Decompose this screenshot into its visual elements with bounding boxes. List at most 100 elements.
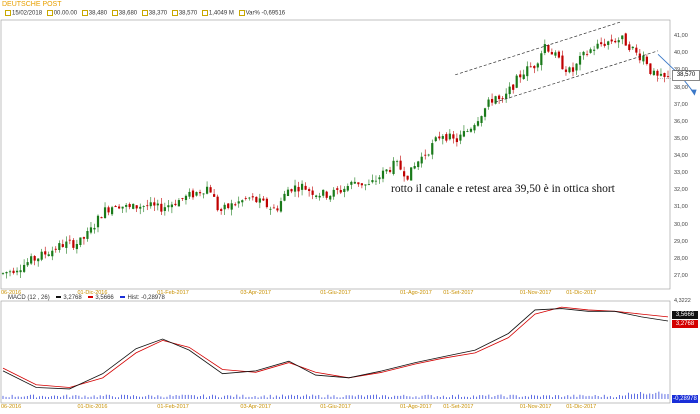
candle-body: [455, 138, 458, 143]
candle-body: [30, 256, 33, 264]
candle-body: [248, 197, 251, 199]
candle-body: [494, 96, 497, 104]
candle-body: [642, 55, 645, 62]
candle-body: [431, 143, 434, 155]
y-tick-label: 27,00: [674, 273, 688, 279]
candle-body: [480, 116, 483, 123]
candle-body: [283, 193, 286, 201]
candle-body: [392, 160, 395, 175]
candle-body: [476, 121, 480, 126]
x-tick-label: 01-Nov-2017: [519, 290, 552, 296]
candle-body: [508, 86, 511, 95]
candle-body: [445, 134, 448, 141]
signal-swatch: [88, 296, 94, 299]
candle-body: [293, 185, 297, 192]
candle-body: [395, 161, 399, 163]
macd-value: 3,2768: [63, 295, 82, 301]
candle-body: [170, 204, 173, 208]
candle-body: [512, 84, 515, 90]
candle-body: [621, 35, 624, 40]
x-tick-label: 03-Apr-2017: [240, 404, 271, 410]
candle-body: [110, 207, 114, 215]
info-close: 38,570: [178, 10, 198, 17]
candle-body: [174, 203, 177, 206]
candle-body: [526, 66, 529, 77]
candle-body: [198, 192, 202, 194]
candle-body: [652, 70, 656, 75]
x-tick-label: 03-Apr-2017: [240, 290, 271, 296]
candle-body: [473, 125, 476, 131]
candle-body: [459, 134, 462, 141]
candle-body: [209, 187, 212, 193]
candle-body: [146, 205, 149, 207]
candle-body: [582, 51, 585, 56]
candles: [1, 32, 670, 279]
arrow-head-icon: [690, 89, 697, 96]
candle-body: [297, 186, 300, 192]
candle-body: [107, 207, 110, 213]
candle-body: [75, 244, 78, 250]
info-time: 00.00.00: [53, 10, 78, 17]
candle-body: [441, 136, 444, 139]
candle-body: [568, 67, 571, 73]
candle-body: [593, 49, 596, 51]
y-tick-label: 33,00: [674, 170, 688, 177]
candle-body: [561, 55, 564, 70]
candle-body: [438, 136, 441, 139]
candle-body: [585, 53, 589, 55]
candle-body: [86, 231, 89, 239]
candle-body: [318, 195, 321, 198]
candle-body: [26, 262, 29, 266]
x-tick-label: 01-Ago-2017: [400, 404, 432, 410]
candle-body: [501, 98, 504, 99]
chart-title: DEUTSCHE POST: [2, 1, 62, 8]
candle-body: [498, 95, 501, 100]
candle-body: [139, 206, 142, 209]
candle-body: [575, 63, 578, 71]
x-tick-label: 06-2016: [1, 290, 22, 296]
info-high: 38,680: [118, 10, 138, 17]
y-tick-label: 38,00: [674, 84, 688, 91]
candle-body: [656, 70, 659, 76]
candle-body: [276, 208, 279, 211]
candle-body: [343, 188, 346, 193]
candle-body: [167, 205, 170, 208]
candle-body: [417, 161, 420, 168]
candle-body: [388, 170, 392, 172]
candle-body: [213, 194, 216, 197]
candle-body: [589, 49, 592, 53]
trend-channel: [455, 21, 697, 103]
candle-body: [286, 189, 290, 197]
candle-body: [191, 190, 195, 198]
candle-body: [44, 251, 47, 255]
candle-body: [469, 128, 473, 132]
x-tick-label: 01-Dic-2017: [566, 290, 597, 296]
candle-body: [434, 137, 437, 142]
candle-body: [547, 44, 550, 52]
candle-body: [462, 131, 466, 137]
candle-body: [357, 182, 360, 185]
candle-body: [329, 195, 332, 200]
candle-body: [40, 251, 43, 260]
candle-body: [220, 209, 223, 211]
candle-body: [202, 193, 205, 195]
square-icon: [111, 10, 118, 16]
candle-body: [114, 206, 117, 208]
candle-body: [367, 184, 371, 185]
candle-body: [269, 208, 272, 210]
channel-lower-line: [494, 50, 659, 103]
candle-body: [47, 254, 50, 257]
candle-body: [258, 198, 261, 203]
x-tick-label: 01-Giu-2017: [320, 404, 351, 410]
candle-body: [135, 205, 138, 209]
candle-body: [244, 198, 247, 200]
signal-line: [2, 306, 669, 388]
candle-body: [100, 217, 103, 219]
candle-body: [234, 204, 237, 206]
candle-body: [350, 181, 353, 185]
candle-body: [635, 47, 638, 53]
candle-body: [543, 44, 546, 54]
hist-value-box: -0,28978: [672, 395, 698, 403]
candle-body: [153, 202, 156, 206]
macd-label: MACD: [8, 295, 26, 301]
